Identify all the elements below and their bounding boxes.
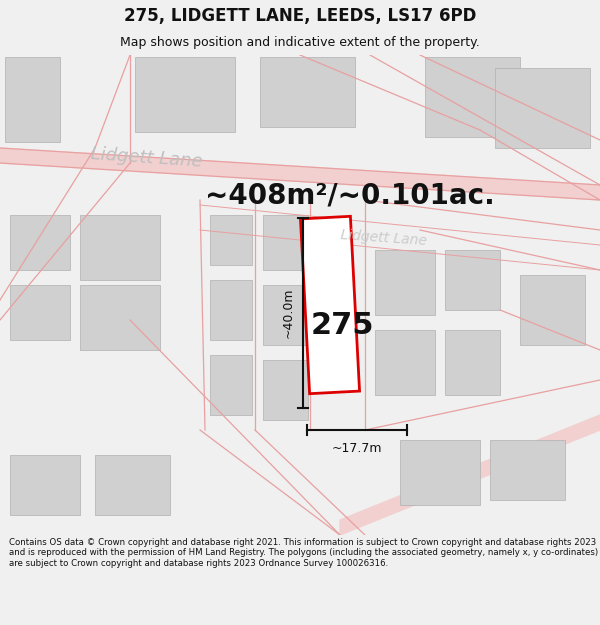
Bar — [10, 455, 80, 515]
Bar — [263, 215, 308, 270]
Bar — [210, 355, 252, 415]
Bar — [5, 57, 60, 142]
Bar — [445, 330, 500, 395]
Text: ~408m²/~0.101ac.: ~408m²/~0.101ac. — [205, 181, 495, 209]
Bar — [263, 285, 308, 345]
Polygon shape — [301, 216, 359, 394]
Bar — [80, 215, 160, 280]
Bar — [375, 250, 435, 315]
Bar — [263, 360, 308, 420]
Polygon shape — [0, 148, 600, 200]
Bar — [10, 215, 70, 270]
Text: Lidgett Lane: Lidgett Lane — [340, 228, 427, 248]
Bar — [400, 440, 480, 505]
Text: Contains OS data © Crown copyright and database right 2021. This information is : Contains OS data © Crown copyright and d… — [9, 538, 598, 568]
Bar — [425, 57, 520, 137]
Bar — [445, 250, 500, 310]
Bar — [95, 455, 170, 515]
Text: 275, LIDGETT LANE, LEEDS, LS17 6PD: 275, LIDGETT LANE, LEEDS, LS17 6PD — [124, 8, 476, 26]
Polygon shape — [340, 415, 600, 535]
Text: ~40.0m: ~40.0m — [281, 288, 295, 338]
Bar — [495, 68, 590, 148]
Text: ~17.7m: ~17.7m — [332, 441, 382, 454]
Bar — [490, 440, 565, 500]
Bar — [10, 285, 70, 340]
Bar — [80, 285, 160, 350]
Bar — [520, 275, 585, 345]
Text: Lidgett Lane: Lidgett Lane — [90, 145, 203, 171]
Text: 275: 275 — [310, 311, 374, 339]
Bar — [210, 280, 252, 340]
Bar — [375, 330, 435, 395]
Text: Map shows position and indicative extent of the property.: Map shows position and indicative extent… — [120, 36, 480, 49]
Bar — [260, 57, 355, 127]
Bar — [210, 215, 252, 265]
Bar — [135, 57, 235, 132]
